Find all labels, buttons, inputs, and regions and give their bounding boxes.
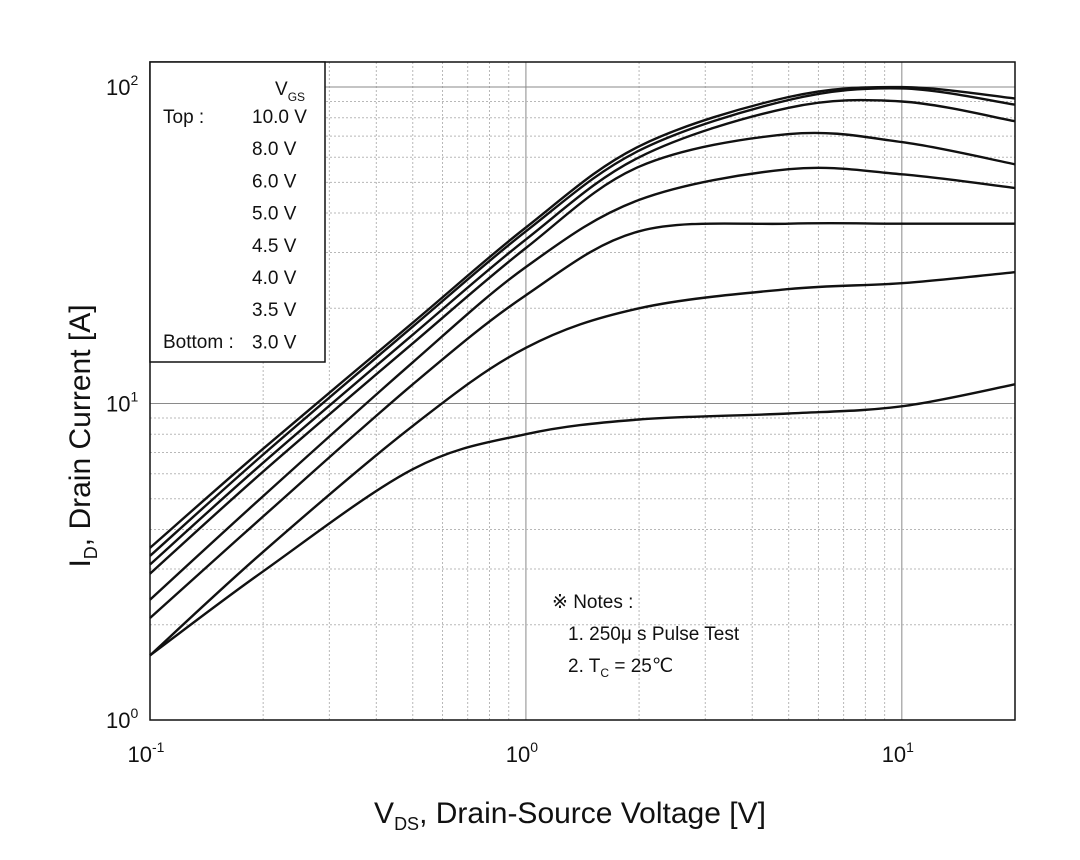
- curve-vgs-3-5v: [149, 271, 1016, 657]
- tick-labels: 10-1 100 101 100 101 102: [106, 72, 914, 767]
- legend-entry: 3.5 V: [252, 300, 297, 321]
- y-tick-label: 101: [106, 389, 138, 417]
- y-tick-label: 102: [106, 72, 138, 100]
- x-axis-title: VDS, Drain-Source Voltage [V]: [374, 797, 766, 834]
- y-tick-label: 100: [106, 705, 138, 733]
- notes-line-1: 1. 250μ s Pulse Test: [568, 624, 740, 645]
- curve-vgs-4-5v: [149, 166, 1016, 601]
- curve-vgs-3-0v: [149, 383, 1016, 657]
- legend-entry: 4.5 V: [252, 236, 297, 257]
- notes-title: ※ Notes :: [552, 592, 633, 613]
- notes: ※ Notes : 1. 250μ s Pulse Test 2. TC = 2…: [552, 592, 740, 680]
- curves: [149, 85, 1016, 657]
- legend-box: [149, 61, 326, 363]
- legend-entry: 3.0 V: [252, 332, 297, 353]
- curve-vgs-6-0v: [149, 98, 1016, 566]
- legend-entry: 4.0 V: [252, 268, 297, 289]
- curve-vgs-5-0v: [149, 131, 1016, 575]
- y-axis-title: ID, Drain Current [A]: [64, 304, 101, 567]
- legend: VGS Top : Bottom : 10.0 V 8.0 V 6.0 V 5.0 V…: [149, 61, 326, 363]
- legend-entry: 6.0 V: [252, 171, 297, 192]
- x-tick-label: 10-1: [128, 739, 165, 767]
- legend-header: VGS: [275, 79, 305, 104]
- curve-vgs-10-0v: [149, 85, 1016, 549]
- x-tick-label: 100: [506, 739, 538, 767]
- legend-entry: 8.0 V: [252, 139, 297, 160]
- legend-top-label: Top :: [163, 107, 204, 128]
- curve-vgs-4-0v: [149, 221, 1015, 619]
- x-tick-label: 101: [882, 739, 914, 767]
- legend-entry: 5.0 V: [252, 204, 297, 225]
- notes-line-2: 2. TC = 25℃: [568, 656, 673, 680]
- legend-entry: 10.0 V: [252, 107, 307, 128]
- legend-entries: 10.0 V 8.0 V 6.0 V 5.0 V 4.5 V 4.0 V 3.5 V 3.0 …: [252, 107, 307, 353]
- plot-frame: [149, 61, 1016, 721]
- legend-bottom-label: Bottom :: [163, 332, 234, 353]
- curve-vgs-8-0v: [149, 87, 1016, 557]
